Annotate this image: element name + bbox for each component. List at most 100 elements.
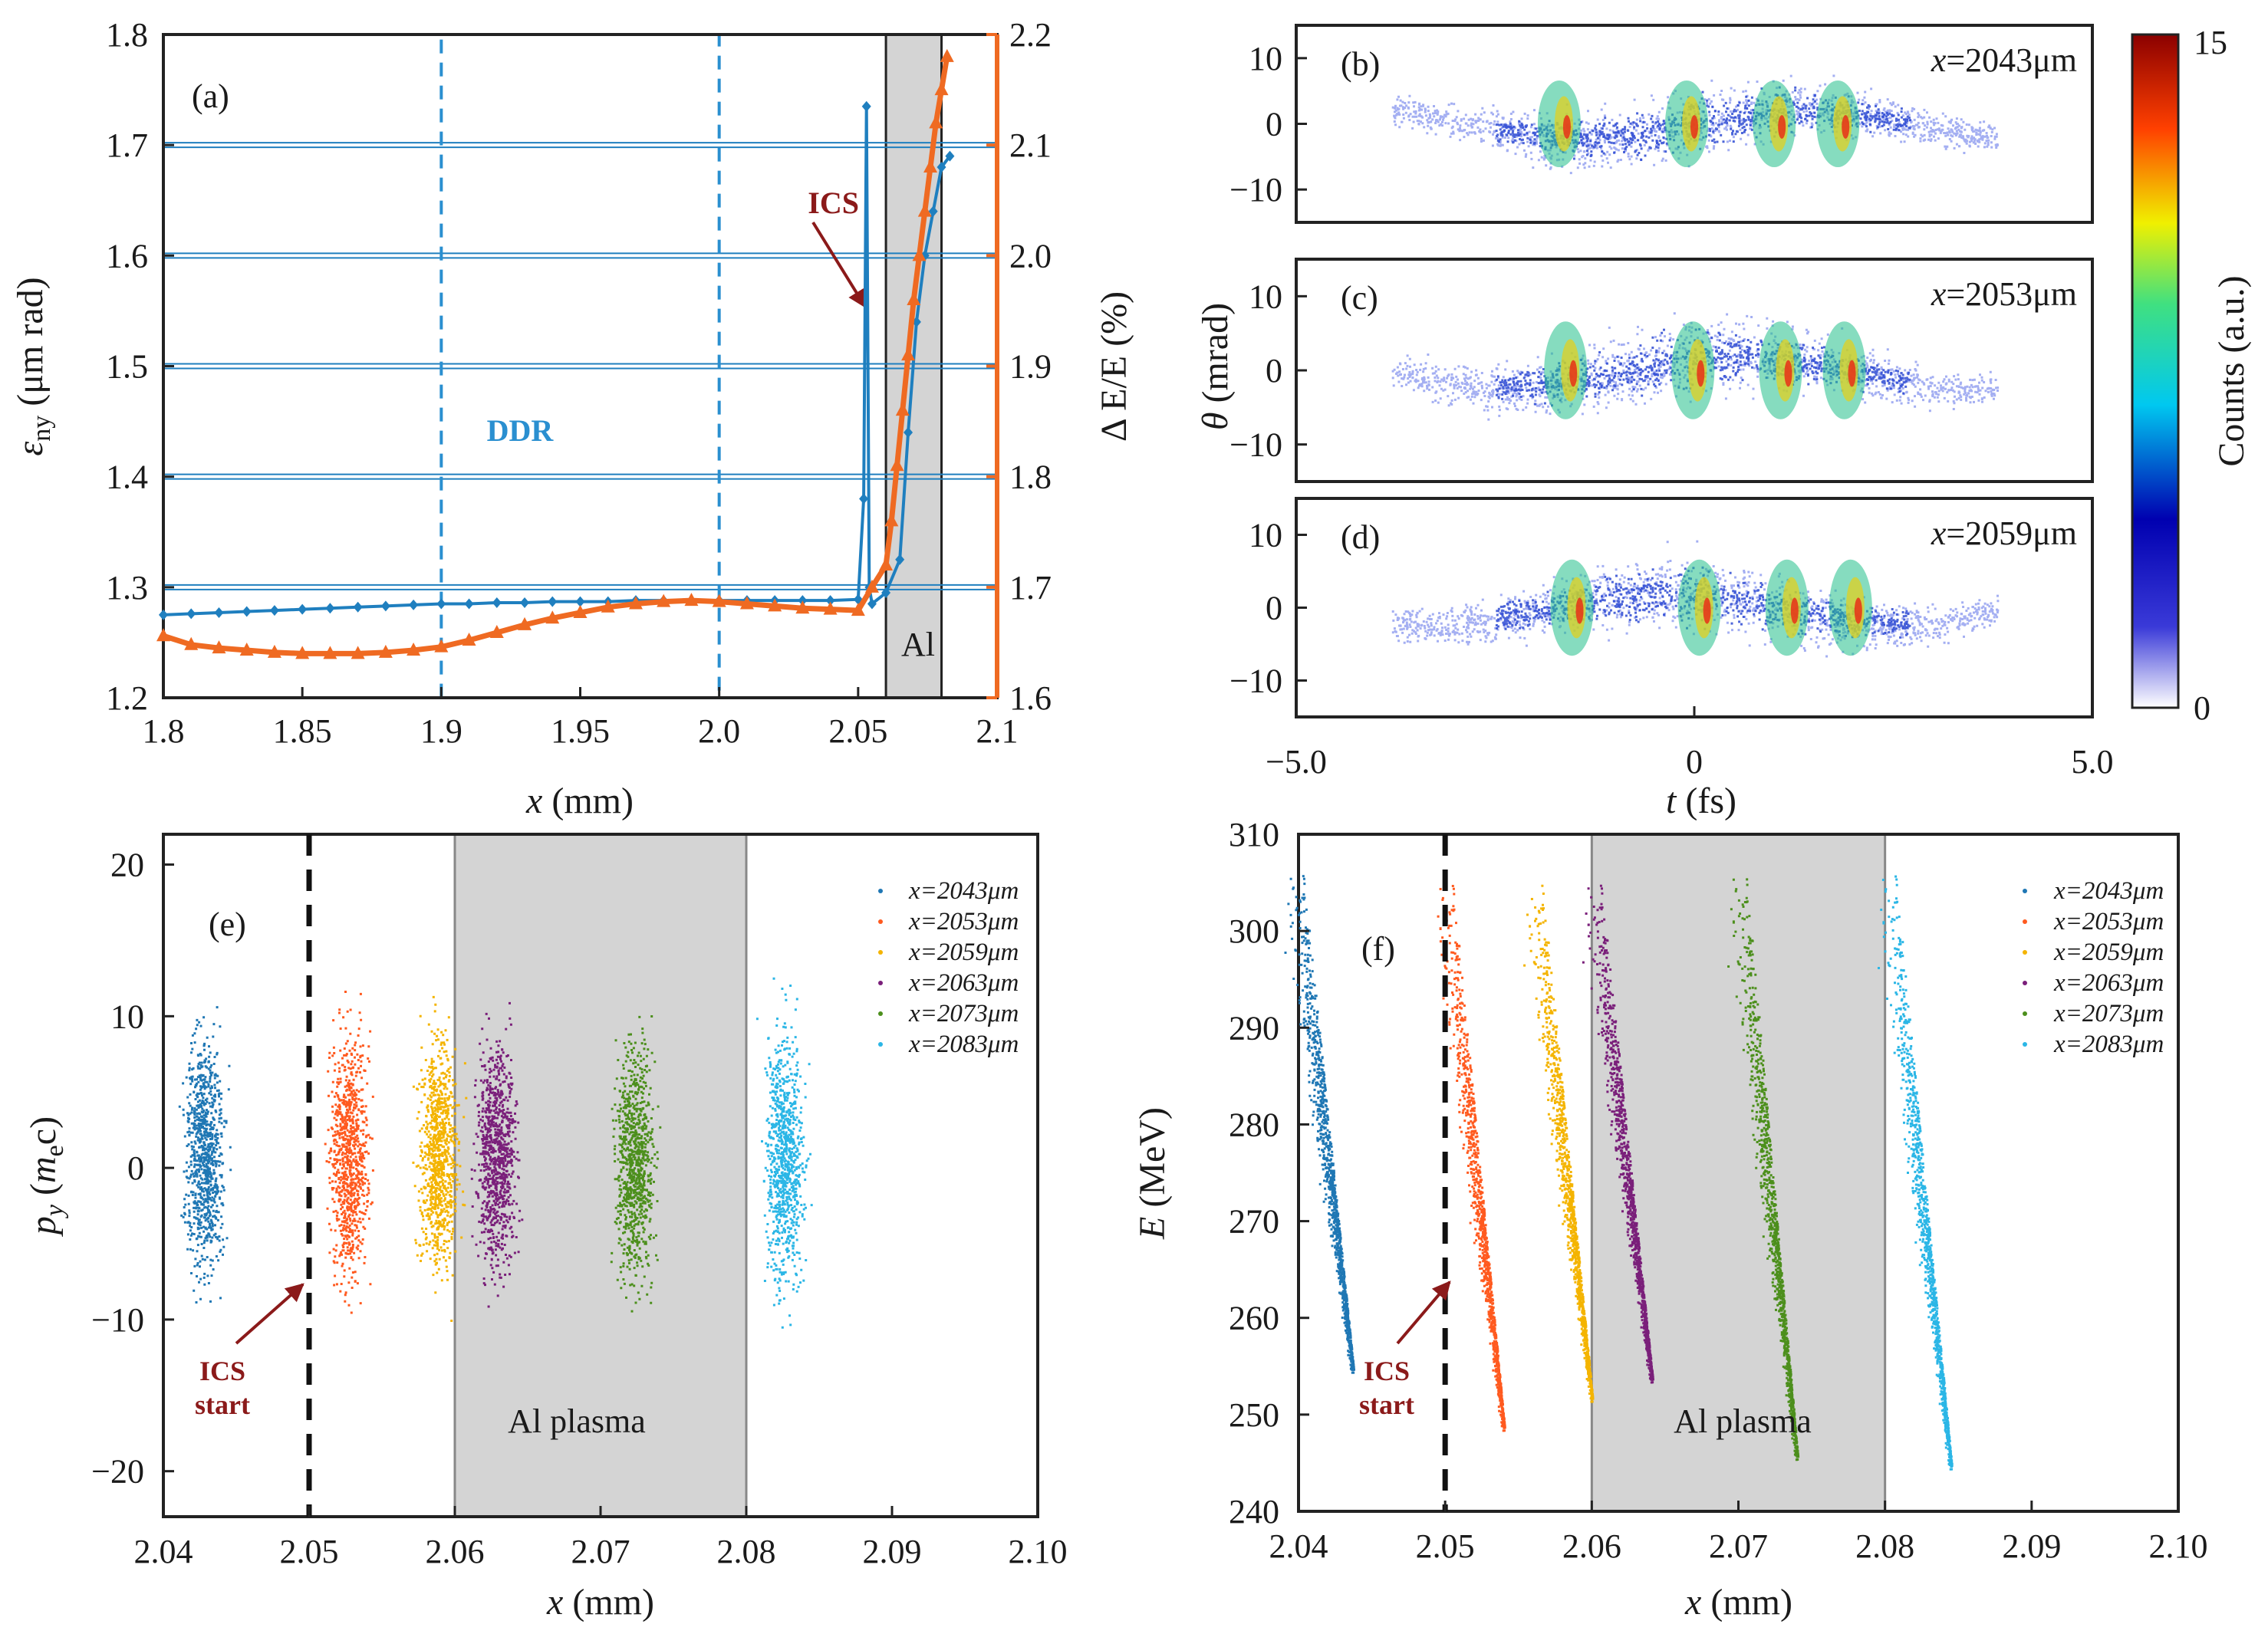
emittance-point — [798, 595, 808, 607]
x-tick-label-a: 2.05 — [828, 712, 887, 750]
energy-spread-point — [879, 557, 894, 570]
heatmap-panel: (b) x=2043μm — [1295, 24, 2094, 224]
x-tick-label-f: 2.09 — [2002, 1527, 2061, 1565]
emittance-point — [464, 598, 474, 610]
scatter-series-f — [1582, 884, 1654, 1384]
energy-spread-point — [434, 639, 449, 653]
emittance-point — [861, 100, 871, 112]
y-tick-label-a-right: 2.2 — [1009, 16, 1052, 54]
scatter-series-f — [1284, 875, 1355, 1374]
x-tick-label-e: 2.06 — [426, 1533, 485, 1570]
y-tick-label-a-right: 1.8 — [1009, 459, 1052, 496]
x-tick-label-a: 1.95 — [551, 712, 610, 750]
legend-marker-e — [878, 889, 883, 893]
emittance-point — [436, 598, 446, 610]
panel-e-label: (e) — [209, 906, 246, 943]
scatter-series-e — [412, 995, 468, 1322]
heatmap-panel: (c) x=2053μm — [1295, 258, 2094, 483]
emittance-point — [520, 597, 530, 609]
emittance-point — [859, 493, 869, 505]
y-tick-label-f: 290 — [1229, 1009, 1279, 1047]
energy-spread-point — [295, 646, 310, 659]
legend-label-e: x=2043μm — [908, 877, 1019, 905]
heatmap-position-label: x=2059μm — [1931, 515, 2077, 552]
x-tick-label-f: 2.04 — [1269, 1527, 1328, 1565]
legend-marker-f — [2023, 950, 2027, 955]
legend-label-e: x=2059μm — [908, 939, 1019, 966]
legend-label-e: x=2063μm — [908, 969, 1019, 997]
y-tick-label-e: −10 — [91, 1301, 144, 1339]
y-tick-label-e: 0 — [127, 1149, 144, 1187]
y-tick-label-hm: −10 — [1229, 662, 1282, 700]
y-tick-label-e: 20 — [110, 847, 144, 884]
energy-spread-point — [929, 115, 943, 129]
y-tick-label-f: 280 — [1229, 1106, 1279, 1143]
emittance-point — [904, 427, 913, 438]
legend-marker-e — [878, 950, 883, 955]
emittance-point — [945, 150, 955, 162]
energy-spread-point — [212, 640, 226, 654]
emittance-point — [895, 554, 905, 565]
colorbar-max: 15 — [2194, 24, 2227, 61]
ics-label-a: ICS — [808, 186, 859, 220]
panel-a-xlabel: x (mm) — [525, 781, 634, 821]
heatmap-hot-red — [1562, 115, 1571, 139]
energy-spread-point — [684, 593, 699, 607]
panel-bcd-xlabel: t (fs) — [1666, 781, 1736, 821]
energy-spread-point — [739, 596, 754, 610]
heatmap-hot-red — [1690, 115, 1698, 139]
y-tick-label-e: 10 — [110, 998, 144, 1035]
scatter-series-f — [1523, 884, 1595, 1403]
panel-a-ylabel-left: εny (μm rad) — [10, 277, 56, 455]
heatmap-hot-red — [1784, 360, 1792, 387]
energy-spread-point — [884, 513, 899, 527]
al-plasma-label-e: Al plasma — [508, 1402, 646, 1440]
energy-spread-point — [923, 159, 938, 173]
energy-spread-point — [378, 644, 393, 658]
x-tick-label-hm: 0 — [1686, 743, 1703, 781]
energy-spread-point — [890, 458, 904, 472]
energy-spread-point — [573, 604, 588, 618]
y-tick-label-hm: 10 — [1249, 517, 1282, 554]
legend-label-e: x=2083μm — [908, 1031, 1019, 1058]
energy-spread-point — [628, 596, 643, 610]
legend-marker-f — [2023, 1011, 2027, 1016]
legend-label-f: x=2063μm — [2053, 969, 2164, 997]
colorbar-label: Counts (a.u.) — [2211, 275, 2252, 466]
heatmap-core — [1495, 86, 1911, 161]
legend-marker-f — [2023, 1042, 2027, 1047]
panel-a-ylabel-right: Δ E/E (%) — [1094, 291, 1134, 442]
heatmap-hot-red — [1790, 597, 1799, 624]
legend-label-f: x=2073μm — [2053, 1000, 2164, 1027]
panel-f-xlabel: x (mm) — [1684, 1582, 1792, 1622]
x-tick-label-a: 2.0 — [698, 712, 740, 750]
energy-spread-point — [407, 643, 421, 656]
y-tick-label-hm: −10 — [1229, 426, 1282, 464]
y-tick-label-hm: 10 — [1249, 40, 1282, 77]
energy-spread-point — [768, 598, 782, 612]
y-tick-label-a-right: 1.6 — [1009, 679, 1052, 717]
y-tick-label-e: −20 — [91, 1453, 144, 1491]
legend-marker-e — [878, 981, 883, 985]
heatmap-hot-red — [1842, 115, 1850, 139]
x-tick-label-hm: 5.0 — [2072, 743, 2114, 781]
y-tick-label-a-left: 1.7 — [106, 127, 148, 164]
y-tick-label-hm: 0 — [1266, 590, 1282, 627]
x-tick-label-a: 1.9 — [420, 712, 462, 750]
scatter-series-e — [324, 991, 374, 1314]
panel-f-label: (f) — [1361, 930, 1395, 968]
y-tick-label-hm: −10 — [1229, 171, 1282, 209]
energy-spread-point — [917, 203, 932, 217]
panel-a-label: (a) — [192, 77, 229, 115]
legend-marker-e — [878, 1011, 883, 1016]
y-tick-label-a-left: 1.2 — [106, 679, 148, 717]
x-tick-label-f: 2.05 — [1416, 1527, 1475, 1565]
y-tick-label-a-right: 2.1 — [1009, 127, 1052, 164]
energy-spread-point — [712, 593, 726, 607]
x-tick-label-e: 2.10 — [1009, 1533, 1068, 1570]
al-plasma-label-f: Al plasma — [1674, 1402, 1812, 1440]
energy-spread-point — [851, 603, 865, 616]
energy-spread-point — [323, 646, 337, 659]
emittance-point — [269, 605, 279, 616]
